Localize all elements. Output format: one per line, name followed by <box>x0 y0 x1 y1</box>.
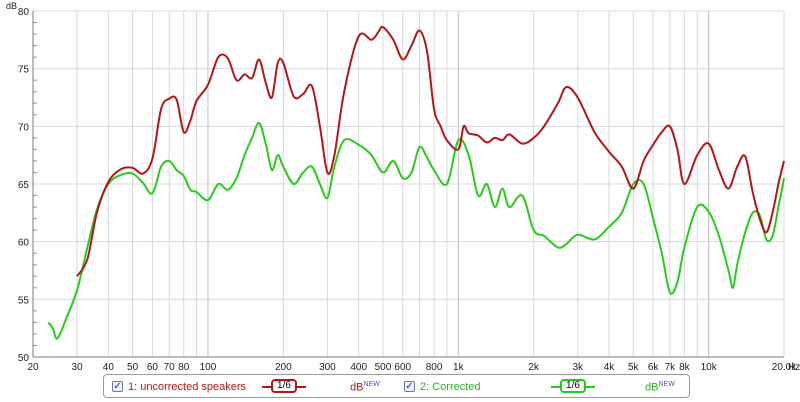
x-tick-label: 600 <box>394 362 411 373</box>
x-tick-label: 80 <box>178 362 190 373</box>
x-tick-label: 2k <box>528 362 540 373</box>
y-tick-label: 60 <box>18 238 30 249</box>
x-tick-label: 800 <box>426 362 443 373</box>
x-tick-label: 7k <box>665 362 677 373</box>
x-tick-label: 60 <box>147 362 159 373</box>
series2-label: 2: Corrected <box>420 381 481 393</box>
legend-bar: ✓ 1: uncorrected speakers 1/6 dBNEW ✓ 2:… <box>103 374 690 398</box>
x-tick-label: 200 <box>275 362 292 373</box>
series-corrected-line <box>47 121 785 340</box>
y-tick-label: 70 <box>18 122 30 133</box>
y-tick-label: 80 <box>18 7 30 18</box>
x-tick-label: 500 <box>375 362 392 373</box>
x-tick-label: 3k <box>572 362 584 373</box>
x-tick-label: 10k <box>701 362 718 373</box>
series-lines <box>47 25 785 340</box>
x-unit-label: Hz <box>788 362 800 373</box>
series1-visibility-checkbox[interactable]: ✓ <box>112 381 123 392</box>
series-uncorrected-line <box>76 25 785 277</box>
y-tick-label: 55 <box>18 295 30 306</box>
x-tick-label: 70 <box>164 362 176 373</box>
x-tick-label: 4k <box>604 362 616 373</box>
x-tick-label: 400 <box>350 362 367 373</box>
series1-smoothing-button[interactable]: 1/6 <box>271 379 297 393</box>
x-tick-label: 40 <box>103 362 115 373</box>
x-tick-label: 50 <box>127 362 139 373</box>
series1-unit-button[interactable]: dBNEW <box>350 381 380 394</box>
x-tick-label: 100 <box>200 362 217 373</box>
y-tick-label: 65 <box>18 180 30 191</box>
x-tick-label: 20.0k <box>772 362 797 373</box>
y-tick-label: 75 <box>18 65 30 76</box>
axes <box>32 11 784 358</box>
series2-smoothing-button[interactable]: 1/6 <box>560 379 586 393</box>
series1-label: 1: uncorrected speakers <box>128 381 247 393</box>
y-tick-label: 50 <box>18 353 30 364</box>
x-tick-label: 30 <box>72 362 84 373</box>
x-tick-label: 20 <box>27 362 39 373</box>
series2-visibility-checkbox[interactable]: ✓ <box>404 381 415 392</box>
x-tick-label: 300 <box>319 362 336 373</box>
x-tick-label: 1k <box>453 362 465 373</box>
series2-unit-button[interactable]: dBNEW <box>645 381 675 394</box>
y-unit-label: dB <box>6 1 17 11</box>
x-tick-label: 6k <box>648 362 660 373</box>
x-tick-label: 8k <box>679 362 691 373</box>
x-tick-label: 5k <box>628 362 640 373</box>
